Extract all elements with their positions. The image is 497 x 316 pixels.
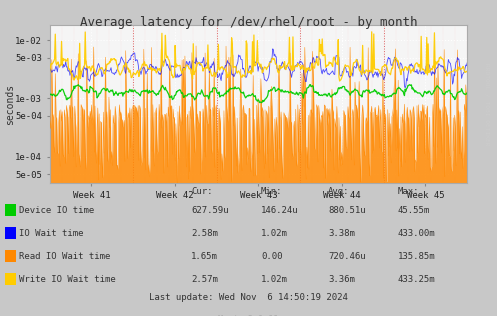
Text: Device IO time: Device IO time — [19, 206, 94, 215]
Text: 0.00: 0.00 — [261, 252, 282, 261]
Text: Min:: Min: — [261, 187, 282, 196]
Text: 433.00m: 433.00m — [398, 229, 435, 238]
Text: 135.85m: 135.85m — [398, 252, 435, 261]
Text: RRDTOOL / TOBI OETIKER: RRDTOOL / TOBI OETIKER — [485, 63, 490, 146]
Text: Cur:: Cur: — [191, 187, 213, 196]
Text: Write IO Wait time: Write IO Wait time — [19, 275, 116, 283]
Text: Average latency for /dev/rhel/root - by month: Average latency for /dev/rhel/root - by … — [80, 16, 417, 29]
Text: 1.02m: 1.02m — [261, 229, 288, 238]
Text: seconds: seconds — [5, 84, 15, 125]
Text: 2.58m: 2.58m — [191, 229, 218, 238]
Text: 1.65m: 1.65m — [191, 252, 218, 261]
Text: 1.02m: 1.02m — [261, 275, 288, 283]
Text: 720.46u: 720.46u — [328, 252, 366, 261]
Text: 3.38m: 3.38m — [328, 229, 355, 238]
Text: 880.51u: 880.51u — [328, 206, 366, 215]
Text: Read IO Wait time: Read IO Wait time — [19, 252, 110, 261]
Text: Last update: Wed Nov  6 14:50:19 2024: Last update: Wed Nov 6 14:50:19 2024 — [149, 293, 348, 302]
Text: 45.55m: 45.55m — [398, 206, 430, 215]
Text: 627.59u: 627.59u — [191, 206, 229, 215]
Text: Munin 2.0.66: Munin 2.0.66 — [219, 315, 278, 316]
Text: 146.24u: 146.24u — [261, 206, 299, 215]
Text: 3.36m: 3.36m — [328, 275, 355, 283]
Text: IO Wait time: IO Wait time — [19, 229, 83, 238]
Text: Max:: Max: — [398, 187, 419, 196]
Text: Avg:: Avg: — [328, 187, 349, 196]
Text: 2.57m: 2.57m — [191, 275, 218, 283]
Text: 433.25m: 433.25m — [398, 275, 435, 283]
